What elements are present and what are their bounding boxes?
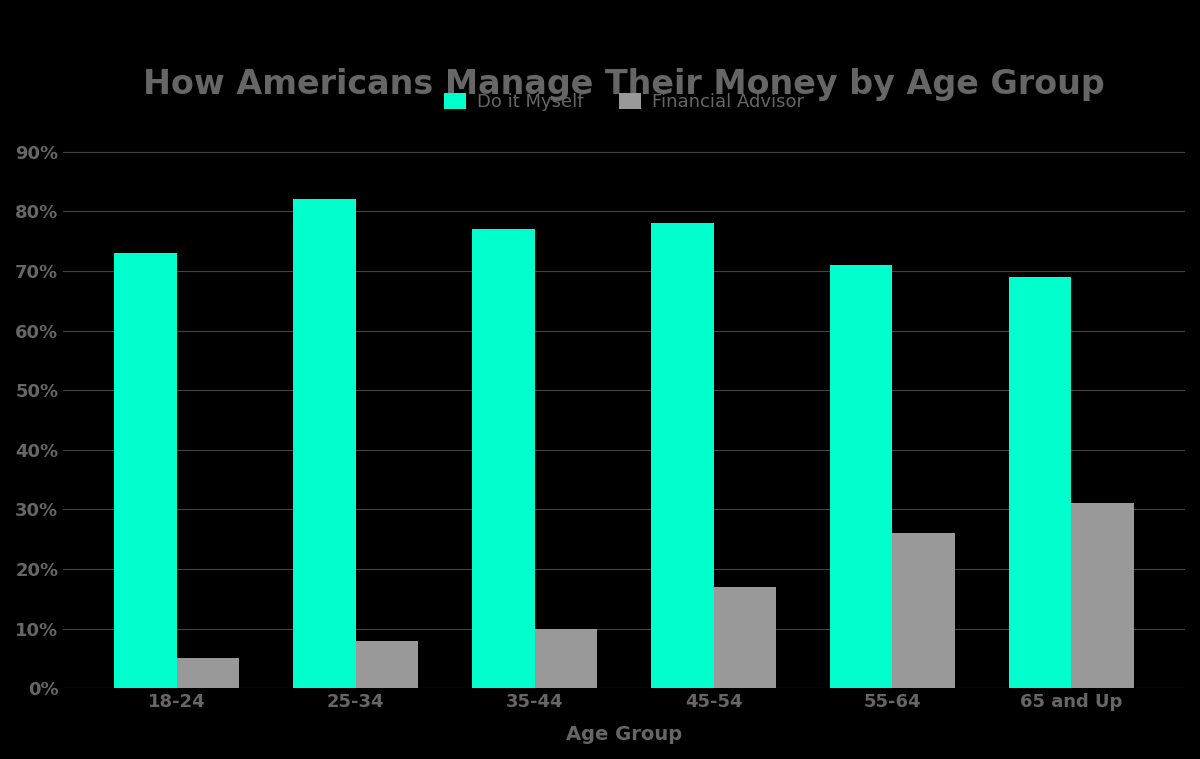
Bar xyxy=(1009,277,1072,688)
Legend: Do it Myself, Financial Advisor: Do it Myself, Financial Advisor xyxy=(437,86,811,118)
Bar xyxy=(355,641,419,688)
Bar xyxy=(1072,503,1134,688)
X-axis label: Age Group: Age Group xyxy=(566,725,682,744)
Bar xyxy=(176,659,239,688)
Bar xyxy=(114,253,176,688)
Bar xyxy=(714,587,776,688)
Bar xyxy=(472,229,534,688)
Bar xyxy=(830,265,893,688)
Bar xyxy=(534,628,598,688)
Bar xyxy=(893,534,955,688)
Bar xyxy=(293,200,355,688)
Title: How Americans Manage Their Money by Age Group: How Americans Manage Their Money by Age … xyxy=(143,68,1105,101)
Bar xyxy=(650,223,714,688)
